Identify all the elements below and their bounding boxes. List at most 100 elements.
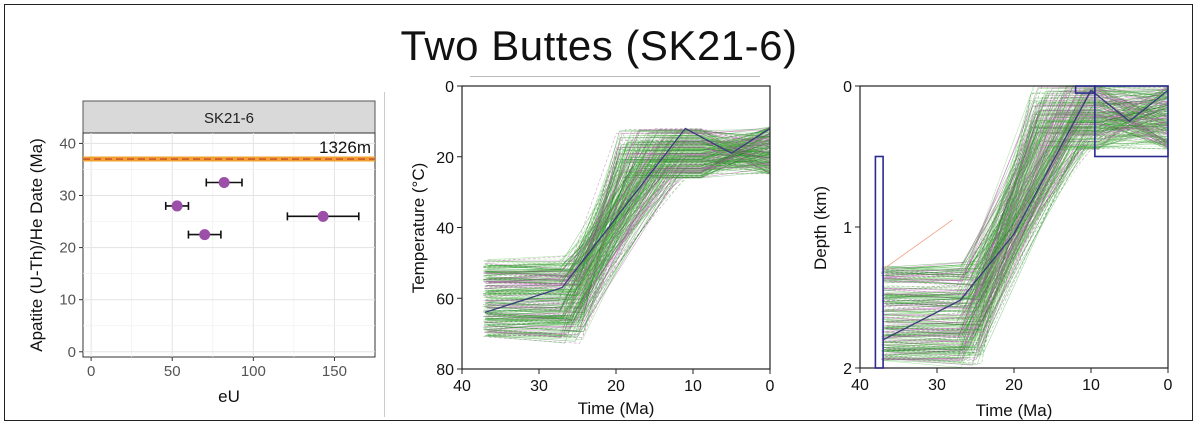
time-path bbox=[882, 119, 1168, 363]
time-path bbox=[886, 108, 1168, 327]
time-path bbox=[485, 164, 770, 293]
x-tick-label: 20 bbox=[607, 378, 625, 395]
depth-paths bbox=[880, 86, 1168, 368]
time-path bbox=[483, 136, 770, 333]
time-path bbox=[485, 139, 770, 297]
time-path bbox=[488, 159, 770, 332]
time-path bbox=[882, 99, 1168, 315]
time-path bbox=[882, 110, 1168, 309]
data-point bbox=[218, 176, 230, 188]
time-path bbox=[884, 104, 1168, 348]
time-path bbox=[488, 126, 770, 289]
time-path bbox=[486, 135, 770, 335]
time-path bbox=[486, 136, 770, 325]
time-path bbox=[886, 106, 1168, 321]
time-path bbox=[884, 128, 1168, 350]
time-path bbox=[483, 137, 770, 335]
time-path bbox=[883, 111, 1168, 297]
time-path bbox=[484, 149, 770, 308]
time-path bbox=[881, 98, 1168, 345]
x-tick-label: 10 bbox=[684, 378, 702, 395]
time-path bbox=[882, 127, 1168, 351]
y-tick-label: 10 bbox=[59, 292, 76, 309]
time-path bbox=[882, 92, 1168, 281]
time-path bbox=[486, 128, 770, 332]
time-path bbox=[487, 154, 770, 286]
time-path bbox=[484, 145, 770, 276]
time-path bbox=[487, 152, 770, 327]
time-path bbox=[484, 129, 770, 318]
time-path bbox=[885, 105, 1168, 357]
time-path bbox=[485, 159, 770, 300]
time-path bbox=[883, 87, 1168, 303]
time-path bbox=[881, 87, 1168, 302]
time-path bbox=[884, 138, 1168, 281]
time-path bbox=[485, 130, 770, 275]
time-path bbox=[884, 120, 1168, 297]
time-path bbox=[484, 126, 770, 286]
eu-date-panel: SK21-6 1326m 0 50 100 150 0 10 20 30 40 eU Apat… bbox=[27, 100, 376, 406]
time-path bbox=[487, 135, 770, 336]
time-path bbox=[488, 126, 770, 325]
x-tick-label: 10 bbox=[1082, 377, 1100, 394]
time-path bbox=[486, 137, 770, 317]
time-path bbox=[485, 137, 770, 295]
time-path bbox=[883, 95, 1168, 324]
data-point bbox=[171, 200, 183, 212]
temperature-y-ticks: 0 20 40 60 80 bbox=[436, 79, 462, 379]
time-path bbox=[488, 149, 770, 318]
time-path bbox=[886, 104, 1168, 329]
time-path bbox=[884, 100, 1168, 307]
time-path bbox=[486, 142, 770, 335]
time-path bbox=[485, 164, 770, 287]
time-path bbox=[486, 145, 770, 286]
time-path bbox=[886, 130, 1168, 305]
time-path bbox=[882, 109, 1168, 272]
depth-y-ticks: 0 1 2 bbox=[843, 79, 860, 378]
title-underline bbox=[470, 76, 760, 77]
time-path bbox=[485, 143, 770, 289]
time-path bbox=[886, 138, 1168, 361]
time-path bbox=[884, 102, 1168, 269]
y-tick-label: 0 bbox=[843, 79, 852, 96]
time-path bbox=[485, 147, 770, 278]
time-path bbox=[486, 135, 770, 328]
time-path bbox=[882, 113, 1168, 296]
time-path bbox=[484, 130, 770, 309]
time-path bbox=[884, 115, 1168, 293]
time-path bbox=[883, 102, 1168, 297]
time-path bbox=[488, 160, 770, 297]
time-path bbox=[882, 100, 1168, 364]
time-path bbox=[883, 90, 1168, 291]
time-path bbox=[886, 120, 1168, 354]
time-path bbox=[486, 130, 770, 316]
x-tick-label: 50 bbox=[164, 363, 181, 380]
x-tick-label: 150 bbox=[322, 363, 347, 380]
time-path bbox=[486, 167, 770, 318]
time-path bbox=[882, 92, 1168, 359]
time-path bbox=[885, 93, 1168, 323]
x-tick-label: 40 bbox=[453, 378, 471, 395]
reference-label: 1326m bbox=[319, 138, 371, 157]
time-path bbox=[485, 141, 770, 330]
time-path bbox=[881, 99, 1168, 364]
time-path bbox=[487, 149, 770, 321]
time-path bbox=[485, 135, 770, 296]
time-path bbox=[885, 91, 1168, 311]
data-point bbox=[199, 229, 211, 241]
y-tick-label: 40 bbox=[59, 135, 76, 152]
time-path bbox=[487, 172, 770, 267]
time-path bbox=[488, 135, 770, 326]
time-path bbox=[487, 127, 770, 274]
time-path bbox=[886, 128, 1168, 337]
time-path bbox=[484, 151, 770, 291]
time-path bbox=[881, 104, 1168, 297]
time-path bbox=[883, 100, 1168, 337]
time-path bbox=[487, 140, 770, 337]
time-path bbox=[884, 86, 1168, 281]
date-reference: 1326m bbox=[83, 138, 375, 162]
time-path bbox=[483, 127, 770, 322]
time-path bbox=[881, 90, 1168, 276]
time-path bbox=[487, 142, 770, 313]
time-path bbox=[886, 135, 1168, 332]
